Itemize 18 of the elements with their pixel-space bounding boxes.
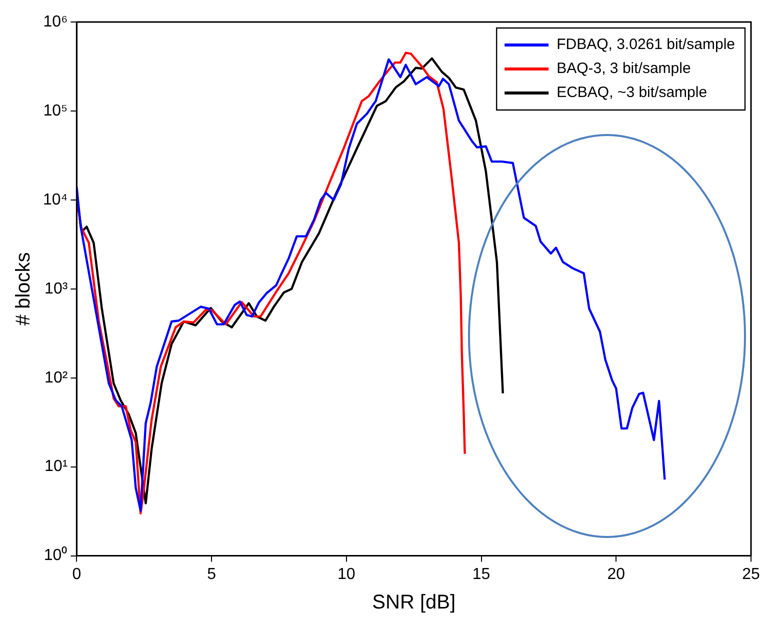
x-tick-label: 25 [742,566,760,583]
x-tick-label: 5 [207,566,216,583]
y-tick-label: 10² [44,369,68,386]
y-tick-label: 10¹ [44,458,68,476]
y-tick-label: 10⁴ [43,191,68,208]
y-tick-label: 10⁰ [44,546,68,564]
x-axis-title: SNR [dB] [372,592,456,614]
legend-label: BAQ-3, 3 bit/sample [556,60,691,78]
x-tick-label: 15 [472,566,490,583]
legend-label: ECBAQ, ~3 bit/sample [556,84,708,102]
x-tick-label: 0 [72,566,82,583]
x-tick-label: 20 [607,566,626,583]
y-tick-label: 10⁵ [43,102,68,120]
x-tick-label: 10 [338,566,356,583]
y-tick-label: 10³ [44,280,68,298]
y-tick-label: 10⁶ [43,13,68,30]
legend-label: FDBAQ, 3.0261 bit/sample [556,36,736,54]
y-axis-title: # blocks [12,252,35,326]
